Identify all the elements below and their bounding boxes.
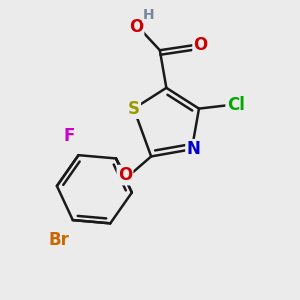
Text: O: O <box>194 36 208 54</box>
Text: S: S <box>128 100 140 118</box>
Text: H: H <box>143 8 155 22</box>
Text: F: F <box>64 127 75 145</box>
Text: Br: Br <box>48 231 69 249</box>
Text: O: O <box>129 18 143 36</box>
Text: N: N <box>187 140 200 158</box>
Text: Cl: Cl <box>227 96 244 114</box>
Text: O: O <box>118 166 132 184</box>
